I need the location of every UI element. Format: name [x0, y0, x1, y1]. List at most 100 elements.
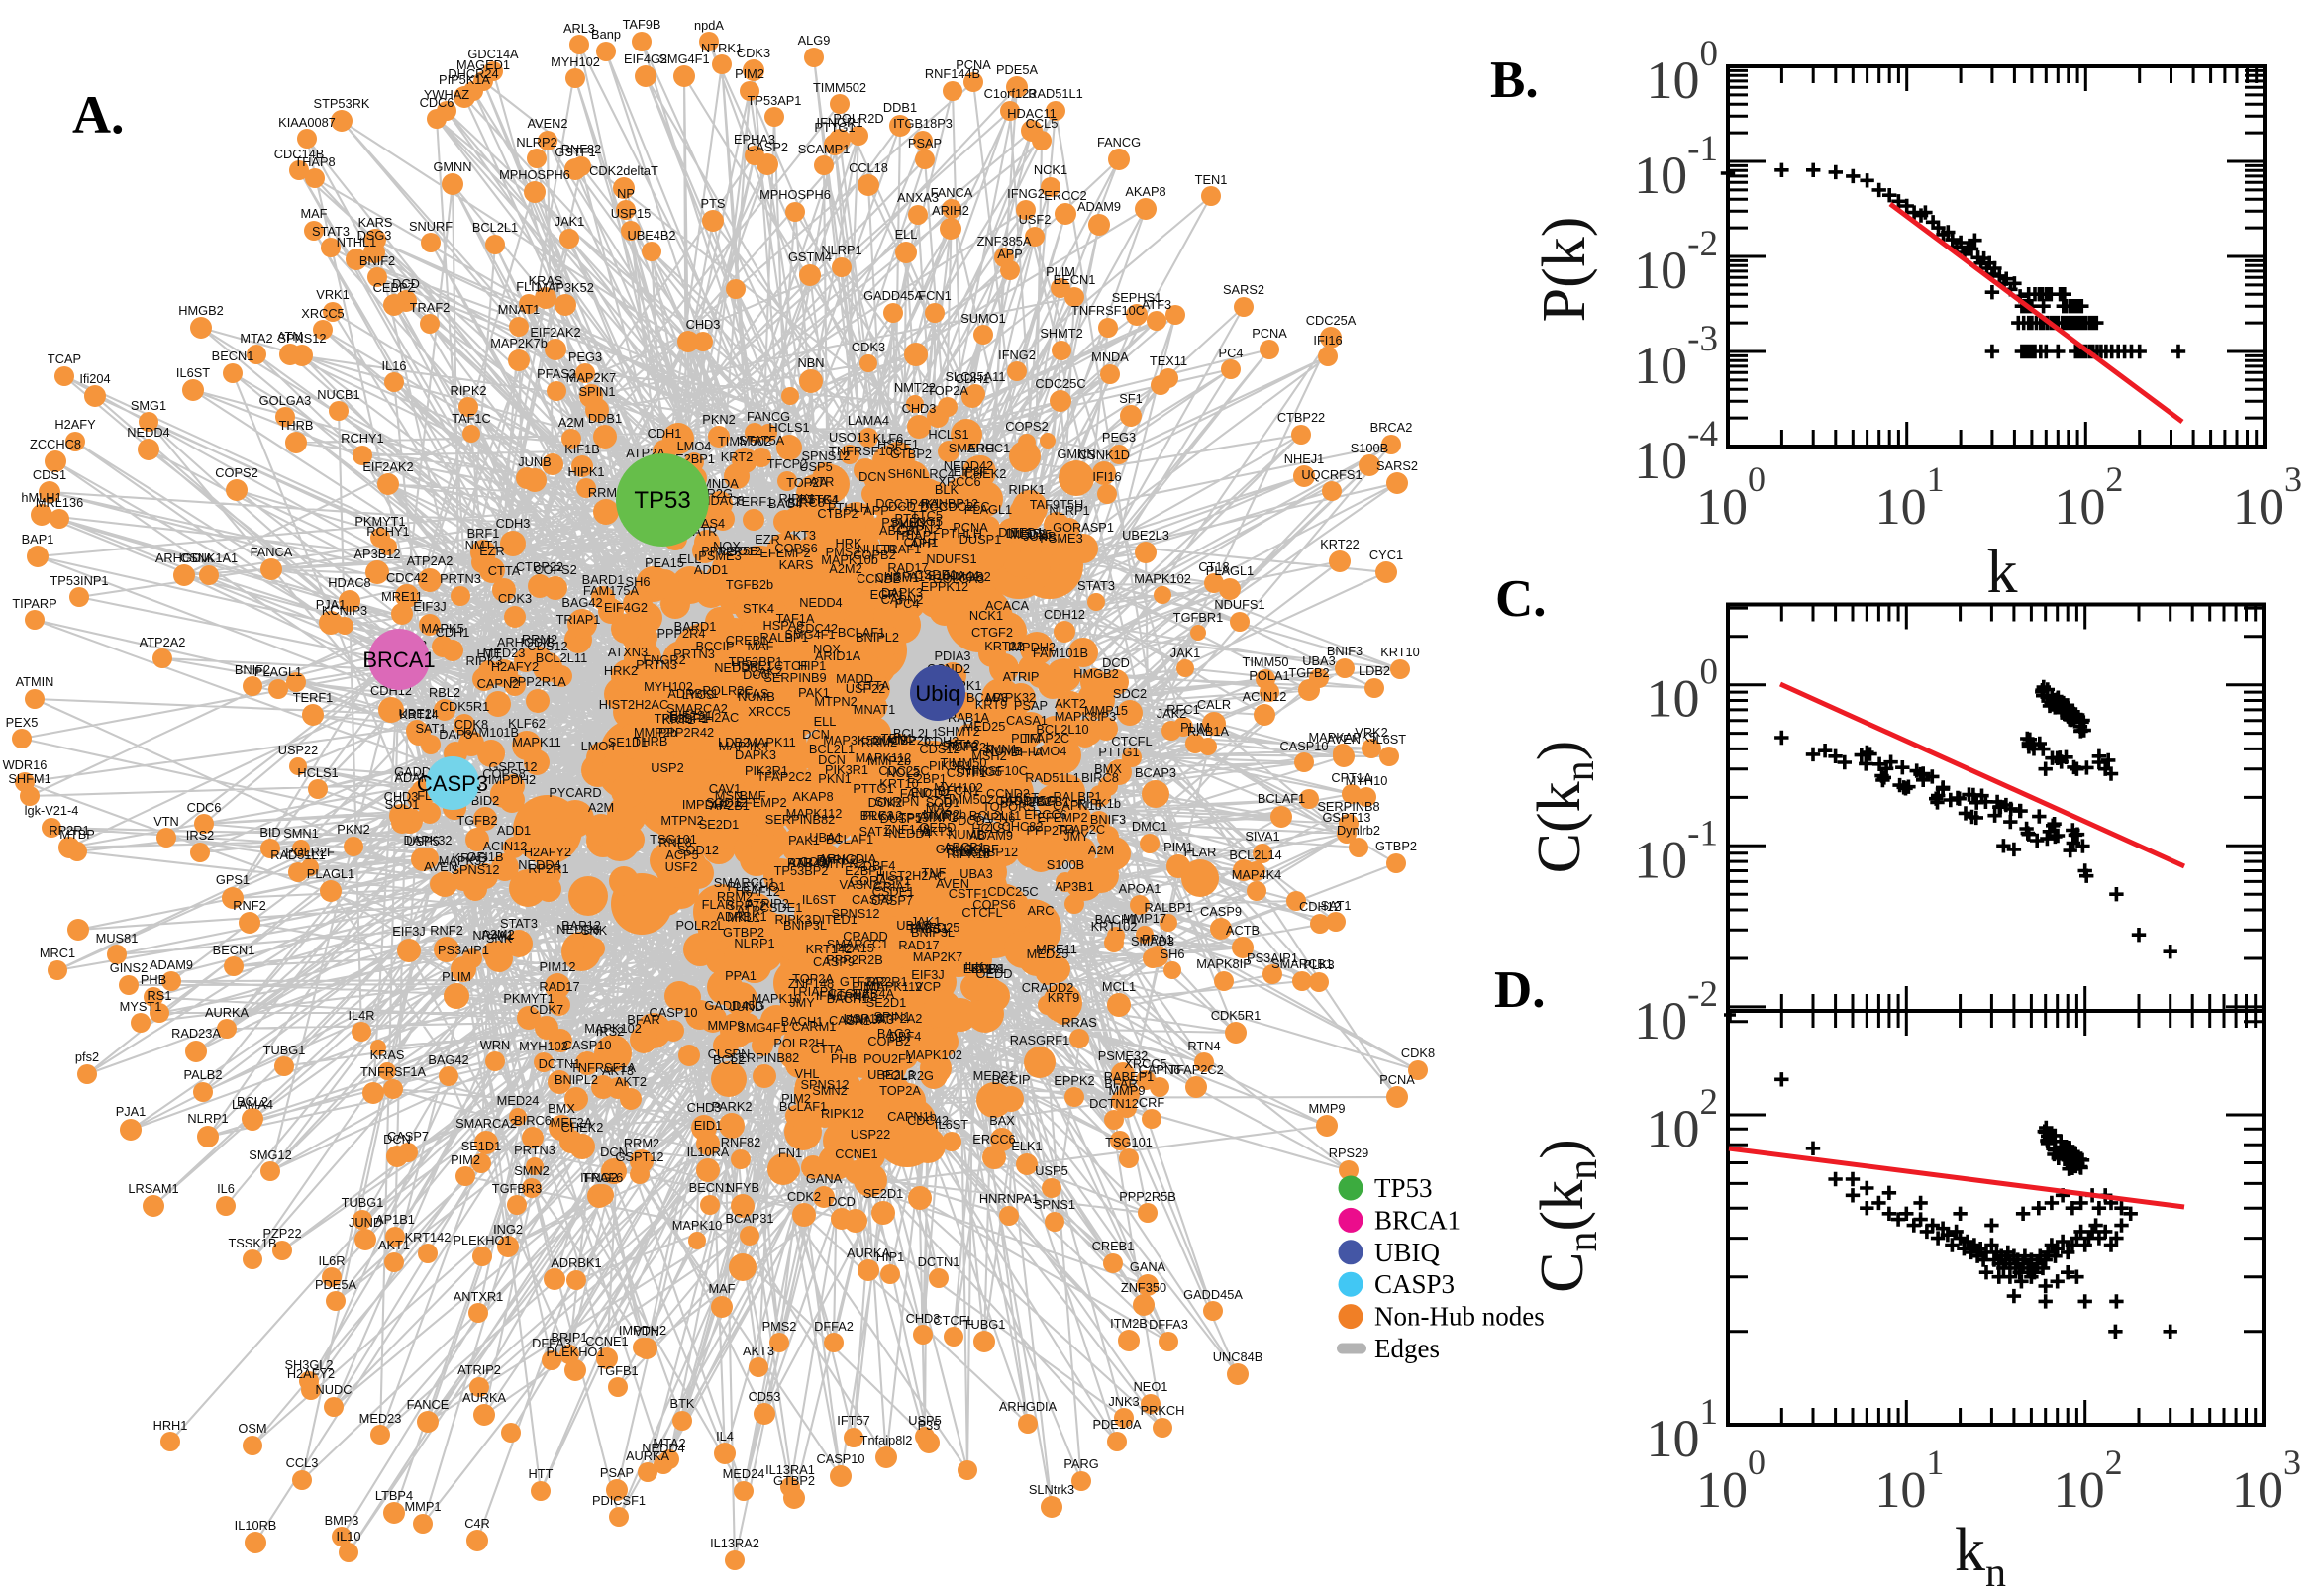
svg-text:PTTG1: PTTG1	[798, 492, 839, 507]
svg-text:USP15: USP15	[844, 1011, 884, 1026]
svg-text:CTTA: CTTA	[811, 1042, 844, 1056]
svg-text:RCHY1: RCHY1	[341, 431, 383, 446]
svg-text:MED23: MED23	[359, 1411, 402, 1426]
svg-text:TGFB1: TGFB1	[597, 1363, 638, 1378]
svg-text:MNAT1: MNAT1	[498, 302, 540, 317]
svg-text:BCLAF1: BCLAF1	[1258, 791, 1305, 806]
svg-text:DCCJP4K1: DCCJP4K1	[875, 496, 940, 511]
svg-text:SH6: SH6	[1161, 947, 1185, 961]
svg-text:MTBP: MTBP	[59, 827, 95, 842]
svg-text:AURKA: AURKA	[205, 1005, 250, 1020]
svg-text:NEDD8: NEDD8	[714, 660, 757, 675]
svg-text:RCHY1: RCHY1	[366, 524, 409, 539]
svg-text:GADD45A: GADD45A	[1183, 1287, 1243, 1302]
svg-text:MPHOSPH6: MPHOSPH6	[759, 187, 831, 202]
svg-text:NCK1: NCK1	[969, 608, 1003, 623]
svg-text:SPIN1: SPIN1	[579, 384, 616, 399]
svg-text:SOD1: SOD1	[926, 795, 960, 810]
svg-text:GOLGA3: GOLGA3	[259, 393, 312, 408]
svg-text:ABCB1: ABCB1	[944, 840, 985, 854]
svg-text:CSNK1D: CSNK1D	[1078, 448, 1130, 462]
svg-text:IMPDH2: IMPDH2	[619, 1323, 666, 1338]
svg-text:MAPK102: MAPK102	[905, 1047, 962, 1062]
svg-text:PDICSF1: PDICSF1	[592, 1493, 646, 1508]
svg-text:TIPARP: TIPARP	[12, 596, 56, 611]
svg-text:SHMT2: SHMT2	[937, 724, 979, 739]
svg-text:TEN1: TEN1	[1195, 172, 1228, 187]
svg-text:MUS81: MUS81	[96, 931, 139, 946]
svg-text:SE1D1: SE1D1	[608, 735, 649, 749]
svg-text:RRM2: RRM2	[624, 1136, 659, 1150]
svg-text:CSDE1: CSDE1	[872, 884, 915, 899]
svg-text:PCNA: PCNA	[1252, 326, 1287, 341]
svg-text:RIPK1: RIPK1	[1009, 482, 1046, 497]
svg-text:PDE5A: PDE5A	[315, 1277, 356, 1292]
svg-text:PAK1: PAK1	[798, 685, 830, 700]
svg-text:POLR2L: POLR2L	[675, 918, 724, 933]
svg-text:PSAP: PSAP	[600, 1465, 634, 1480]
svg-text:MYST1: MYST1	[120, 999, 162, 1014]
svg-text:PPP2R5B: PPP2R5B	[1119, 1189, 1176, 1204]
svg-text:IL4: IL4	[716, 1429, 734, 1444]
svg-text:POU2F1: POU2F1	[863, 1051, 913, 1066]
svg-text:DCD: DCD	[828, 1194, 856, 1209]
svg-text:MYH102: MYH102	[519, 1039, 568, 1053]
svg-text:HRH1: HRH1	[153, 1418, 188, 1433]
svg-text:CCNE1: CCNE1	[835, 1147, 877, 1161]
svg-text:ATP2A2: ATP2A2	[876, 1011, 923, 1026]
svg-text:LAMA4: LAMA4	[232, 1097, 273, 1112]
svg-text:GMNN: GMNN	[1057, 447, 1095, 461]
svg-text:ALG9: ALG9	[798, 33, 831, 48]
svg-text:KRAS: KRAS	[370, 1047, 405, 1062]
svg-text:CASP3: CASP3	[1374, 1269, 1455, 1299]
svg-text:TRAF1: TRAF1	[881, 542, 922, 556]
svg-text:CSTF1: CSTF1	[947, 765, 987, 780]
svg-text:RAD51L1: RAD51L1	[270, 848, 326, 862]
svg-text:BCAP3: BCAP3	[1135, 765, 1176, 780]
svg-text:SEPHS1: SEPHS1	[1112, 290, 1162, 305]
svg-text:PLIM: PLIM	[1180, 720, 1210, 735]
svg-text:EID1: EID1	[911, 785, 939, 800]
svg-text:TSSK1B: TSSK1B	[228, 1236, 276, 1250]
svg-text:TFCP2: TFCP2	[767, 456, 808, 471]
svg-text:TIMM502: TIMM502	[813, 80, 866, 95]
svg-text:H2AFY2: H2AFY2	[491, 659, 539, 674]
svg-text:CDC25C: CDC25C	[1035, 376, 1085, 391]
svg-text:NUCB1: NUCB1	[317, 387, 359, 402]
svg-text:HIST2H2AC: HIST2H2AC	[599, 697, 668, 712]
svg-text:IL6ST: IL6ST	[935, 1117, 968, 1132]
svg-text:UNC84B: UNC84B	[1213, 1349, 1263, 1364]
svg-text:CCND2: CCND2	[857, 571, 900, 586]
svg-text:PC4: PC4	[1219, 346, 1244, 360]
svg-text:MED24: MED24	[497, 1093, 540, 1108]
svg-text:KRT22: KRT22	[1320, 537, 1360, 551]
svg-text:PEX5: PEX5	[6, 715, 39, 730]
svg-text:UBA1: UBA1	[809, 830, 842, 845]
svg-text:BLK: BLK	[935, 482, 960, 497]
svg-text:POLA1: POLA1	[1249, 668, 1289, 683]
svg-text:TP53BP1: TP53BP1	[655, 711, 709, 726]
svg-text:PPA1: PPA1	[1142, 932, 1173, 947]
svg-text:IMPDH2: IMPDH2	[488, 772, 536, 787]
svg-text:PALB2: PALB2	[184, 1067, 223, 1082]
svg-text:SNURF: SNURF	[409, 219, 453, 234]
svg-text:BAP12: BAP12	[561, 918, 601, 933]
svg-text:PIM2: PIM2	[451, 1152, 480, 1167]
svg-text:RNF2: RNF2	[233, 898, 265, 913]
svg-text:CHD3: CHD3	[902, 401, 937, 416]
svg-text:RP2R1: RP2R1	[866, 974, 907, 989]
svg-text:CPT1A: CPT1A	[1331, 770, 1372, 785]
svg-text:ACACA: ACACA	[985, 598, 1030, 613]
svg-text:GANA: GANA	[1130, 1259, 1166, 1274]
svg-text:AURKA: AURKA	[462, 1390, 507, 1405]
svg-text:HNRNPA1: HNRNPA1	[979, 1191, 1039, 1206]
svg-text:BCL2: BCL2	[713, 1052, 745, 1067]
svg-text:BNIF2: BNIF2	[235, 662, 270, 677]
svg-text:GTBP2: GTBP2	[890, 447, 932, 461]
svg-text:UBA3: UBA3	[896, 918, 929, 933]
svg-text:LRSAM1: LRSAM1	[128, 1181, 178, 1196]
svg-text:RIPK2: RIPK2	[451, 383, 487, 398]
svg-text:RIPK1b: RIPK1b	[947, 847, 990, 861]
svg-text:ZNF148: ZNF148	[884, 822, 930, 837]
svg-text:USP22: USP22	[851, 1127, 891, 1142]
